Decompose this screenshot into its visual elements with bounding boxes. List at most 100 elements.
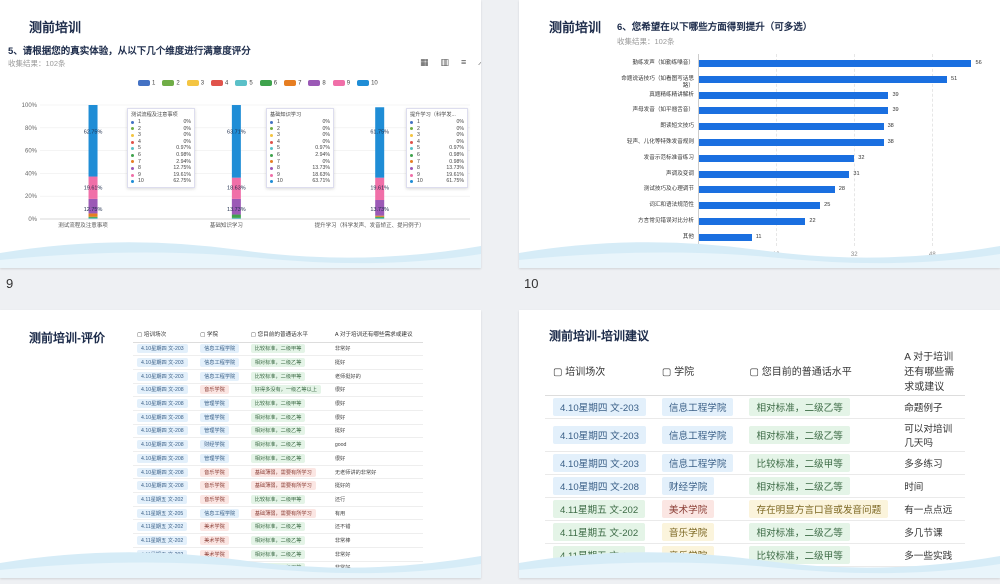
table-row[interactable]: 4.10星期四 文-208 财经学院 相对标准，二级乙等 good — [133, 437, 423, 452]
tooltip-row: 1 0% — [131, 119, 191, 126]
table-row[interactable]: 4.10星期四 文-208 音乐学院 好得多没有，一级乙等以上 很好 — [133, 383, 423, 398]
bar-segment[interactable] — [88, 213, 98, 217]
table-row[interactable]: 4.10星期四 文-203 信息工程学院 相对标准，二级乙等 命题例子 — [545, 395, 965, 419]
question-title: 6、您希望在以下哪些方面得到提升（可多选） — [617, 22, 813, 33]
bar-segment[interactable] — [88, 105, 98, 177]
slide-thumbnail-9[interactable]: 测前培训 5、请根据您的真实体验，从以下几个维度进行满意度评分 收集结果：102… — [0, 0, 481, 268]
slide-thumbnail-11[interactable]: 测前培训-评价 ▢ 培训场次 ▢ 学院 ▢ 您目前的普通话水平 A 对于培训还有… — [0, 310, 481, 578]
table-row[interactable]: 4.11星期五 文-202 音乐学院 比较标准，二级甲等 还行 — [133, 492, 423, 507]
table-row[interactable]: 4.10星期四 文-208 管理学院 相对标准，二级乙等 很好 — [133, 451, 423, 466]
bar[interactable] — [698, 170, 850, 178]
table-row[interactable]: 4.10星期四 文-203 信息工程学院 相对标准，二级乙等 可以对培训几天吗 — [545, 418, 965, 452]
line-chart-icon[interactable]: ⟋ — [478, 57, 481, 68]
column-header-level: ▢ 您目前的普通话水平 — [741, 346, 897, 396]
legend-item-9[interactable]: 9 — [332, 80, 351, 87]
table-row[interactable]: 4.10星期四 文-208 音乐学院 基础薄弱，需要有所学习 无老师讲的非常好 — [133, 465, 423, 480]
table-row[interactable]: 4.10星期四 文-203 信息工程学院 比较标准，二级甲等 多多练习 — [545, 451, 965, 475]
table-row[interactable]: 4.11星期五 文-205 信息工程学院 基础薄弱，需要有所学习 有用 — [133, 506, 423, 521]
tooltip-row: 3 0% — [131, 132, 191, 139]
bar[interactable] — [698, 75, 948, 83]
bar-segment[interactable] — [375, 216, 385, 218]
y-axis — [698, 54, 699, 246]
table-row[interactable]: 4.10星期四 文-203 信息工程学院 比较标准，二级甲等 老师挺好的 — [133, 369, 423, 384]
slide-thumbnail-12[interactable]: 测前培训-培训建议 ▢ 培训场次 ▢ 学院 ▢ 您目前的普通话水平 A 对于培训… — [519, 310, 1000, 578]
bar[interactable] — [698, 154, 855, 162]
college-tag: 管理学院 — [200, 453, 229, 463]
table-cell: 挺好的 — [330, 478, 423, 494]
table-cell: 好得多没有，一级乙等以上 — [246, 383, 331, 398]
bar-segment[interactable] — [88, 216, 98, 218]
table-row[interactable]: 4.11星期五 文-202 美术学院 相对标准，二级乙等 非常棒 — [133, 533, 423, 548]
bar[interactable] — [698, 123, 884, 131]
comment-text: 很好 — [334, 455, 346, 462]
legend-label: 9 — [346, 80, 351, 87]
table-row[interactable]: 4.11星期五 文-202 音乐学院 相对标准，二级乙等 多几节课 — [545, 520, 965, 544]
legend-item-8[interactable]: 8 — [308, 80, 326, 87]
bar-segment[interactable] — [88, 176, 98, 199]
bar[interactable] — [698, 218, 806, 225]
chart-legend: 1 2 3 4 5 6 7 8 9 10 — [138, 80, 378, 87]
legend-item-1[interactable]: 1 — [138, 80, 155, 87]
table-cell: 信息工程学院 — [196, 355, 247, 370]
series-dot — [131, 180, 134, 184]
bar[interactable] — [698, 233, 752, 241]
table-cell: 信息工程学院 — [196, 506, 247, 521]
bar-segment[interactable] — [231, 214, 241, 218]
slide-thumbnail-10[interactable]: 测前培训 6、您希望在以下哪些方面得到提升（可多选） 收集结果：102条 016… — [519, 0, 1000, 268]
bar-segment[interactable] — [375, 200, 385, 216]
legend-item-10[interactable]: 10 — [357, 80, 378, 87]
legend-item-3[interactable]: 3 — [186, 80, 204, 87]
table-row[interactable]: 4.10星期四 文-208 财经学院 相对标准，二级乙等 时间 — [545, 474, 965, 498]
bar[interactable] — [698, 186, 835, 194]
table-row[interactable]: 4.10星期四 文-208 音乐学院 基础薄弱，需要有所学习 挺好的 — [133, 478, 423, 494]
table-row[interactable]: 4.10星期四 文-203 信息工程学院 相对标准，二级乙等 挺好 — [133, 355, 423, 370]
bar-chart-icon[interactable]: ▥ — [440, 57, 450, 67]
table-row[interactable]: 4.10星期四 文-208 管理学院 比较标准，二级甲等 很好 — [133, 396, 423, 411]
level-tag: 基础薄弱，需要有所学习 — [250, 481, 316, 491]
list-view-icon[interactable]: ≡ — [461, 57, 467, 67]
bar[interactable] — [698, 107, 889, 115]
legend-item-5[interactable]: 5 — [235, 80, 253, 87]
tooltip-value: 2.94% — [315, 151, 330, 158]
stacked-bar-chart: 100%80%60%40%20%0%62.75%19.61%12.75%测试流程… — [22, 103, 470, 229]
level-tag: 基础薄弱，需要有所学习 — [250, 508, 316, 518]
series-dot — [270, 147, 273, 151]
legend-item-7[interactable]: 7 — [284, 80, 301, 87]
bar-segment[interactable] — [88, 198, 98, 214]
legend-item-2[interactable]: 2 — [162, 80, 180, 87]
bar-segment[interactable] — [375, 215, 385, 217]
bar-segment[interactable] — [231, 105, 241, 178]
bar-segment[interactable] — [231, 198, 241, 215]
table-row[interactable]: 4.10星期四 文-208 管理学院 相对标准，二级乙等 挺好 — [133, 424, 423, 439]
legend-swatch — [284, 80, 297, 86]
table-row[interactable]: 4.11星期五 文-202 美术学院 存在明显方言口音或发音问题 有一点点远 — [545, 497, 965, 521]
bar-segment[interactable] — [375, 217, 385, 219]
legend-swatch — [357, 80, 370, 86]
bar-segment[interactable] — [88, 217, 98, 219]
bar-segment[interactable] — [231, 177, 241, 199]
bar-segment[interactable] — [231, 217, 241, 219]
bar[interactable] — [698, 202, 821, 210]
bar-segment[interactable] — [375, 107, 385, 178]
bar-category-label: 词汇和语法规范性 — [649, 202, 694, 209]
bar[interactable] — [698, 139, 884, 146]
table-cell: 财经学院 — [196, 437, 247, 452]
tooltip-key: 8 — [417, 165, 420, 172]
table-row[interactable]: 4.10星期四 文-203 信息工程学院 比较标准，二级甲等 非常好 — [133, 342, 423, 357]
tooltip-header: 基础知识学习 — [270, 112, 302, 118]
bar[interactable] — [698, 60, 972, 67]
tooltip-value: 12.75% — [173, 165, 191, 172]
table-view-icon[interactable]: ▦ — [420, 57, 429, 67]
table-row[interactable]: 4.10星期四 文-208 管理学院 相对标准，二级乙等 很好 — [133, 410, 423, 425]
tooltip-key: 5 — [138, 145, 141, 152]
legend-item-6[interactable]: 6 — [259, 80, 277, 87]
series-dot — [131, 173, 134, 177]
table-row[interactable]: 4.11星期五 文-202 美术学院 相对标准，二级乙等 还不错 — [133, 519, 423, 535]
table-cell: 4.10星期四 文-203 — [133, 355, 197, 370]
legend-item-4[interactable]: 4 — [211, 80, 228, 87]
legend-swatch — [235, 80, 248, 86]
comment-text: 很好 — [334, 387, 346, 394]
bar[interactable] — [698, 91, 889, 99]
bar-segment[interactable] — [375, 177, 385, 201]
tooltip-key: 9 — [417, 171, 420, 178]
